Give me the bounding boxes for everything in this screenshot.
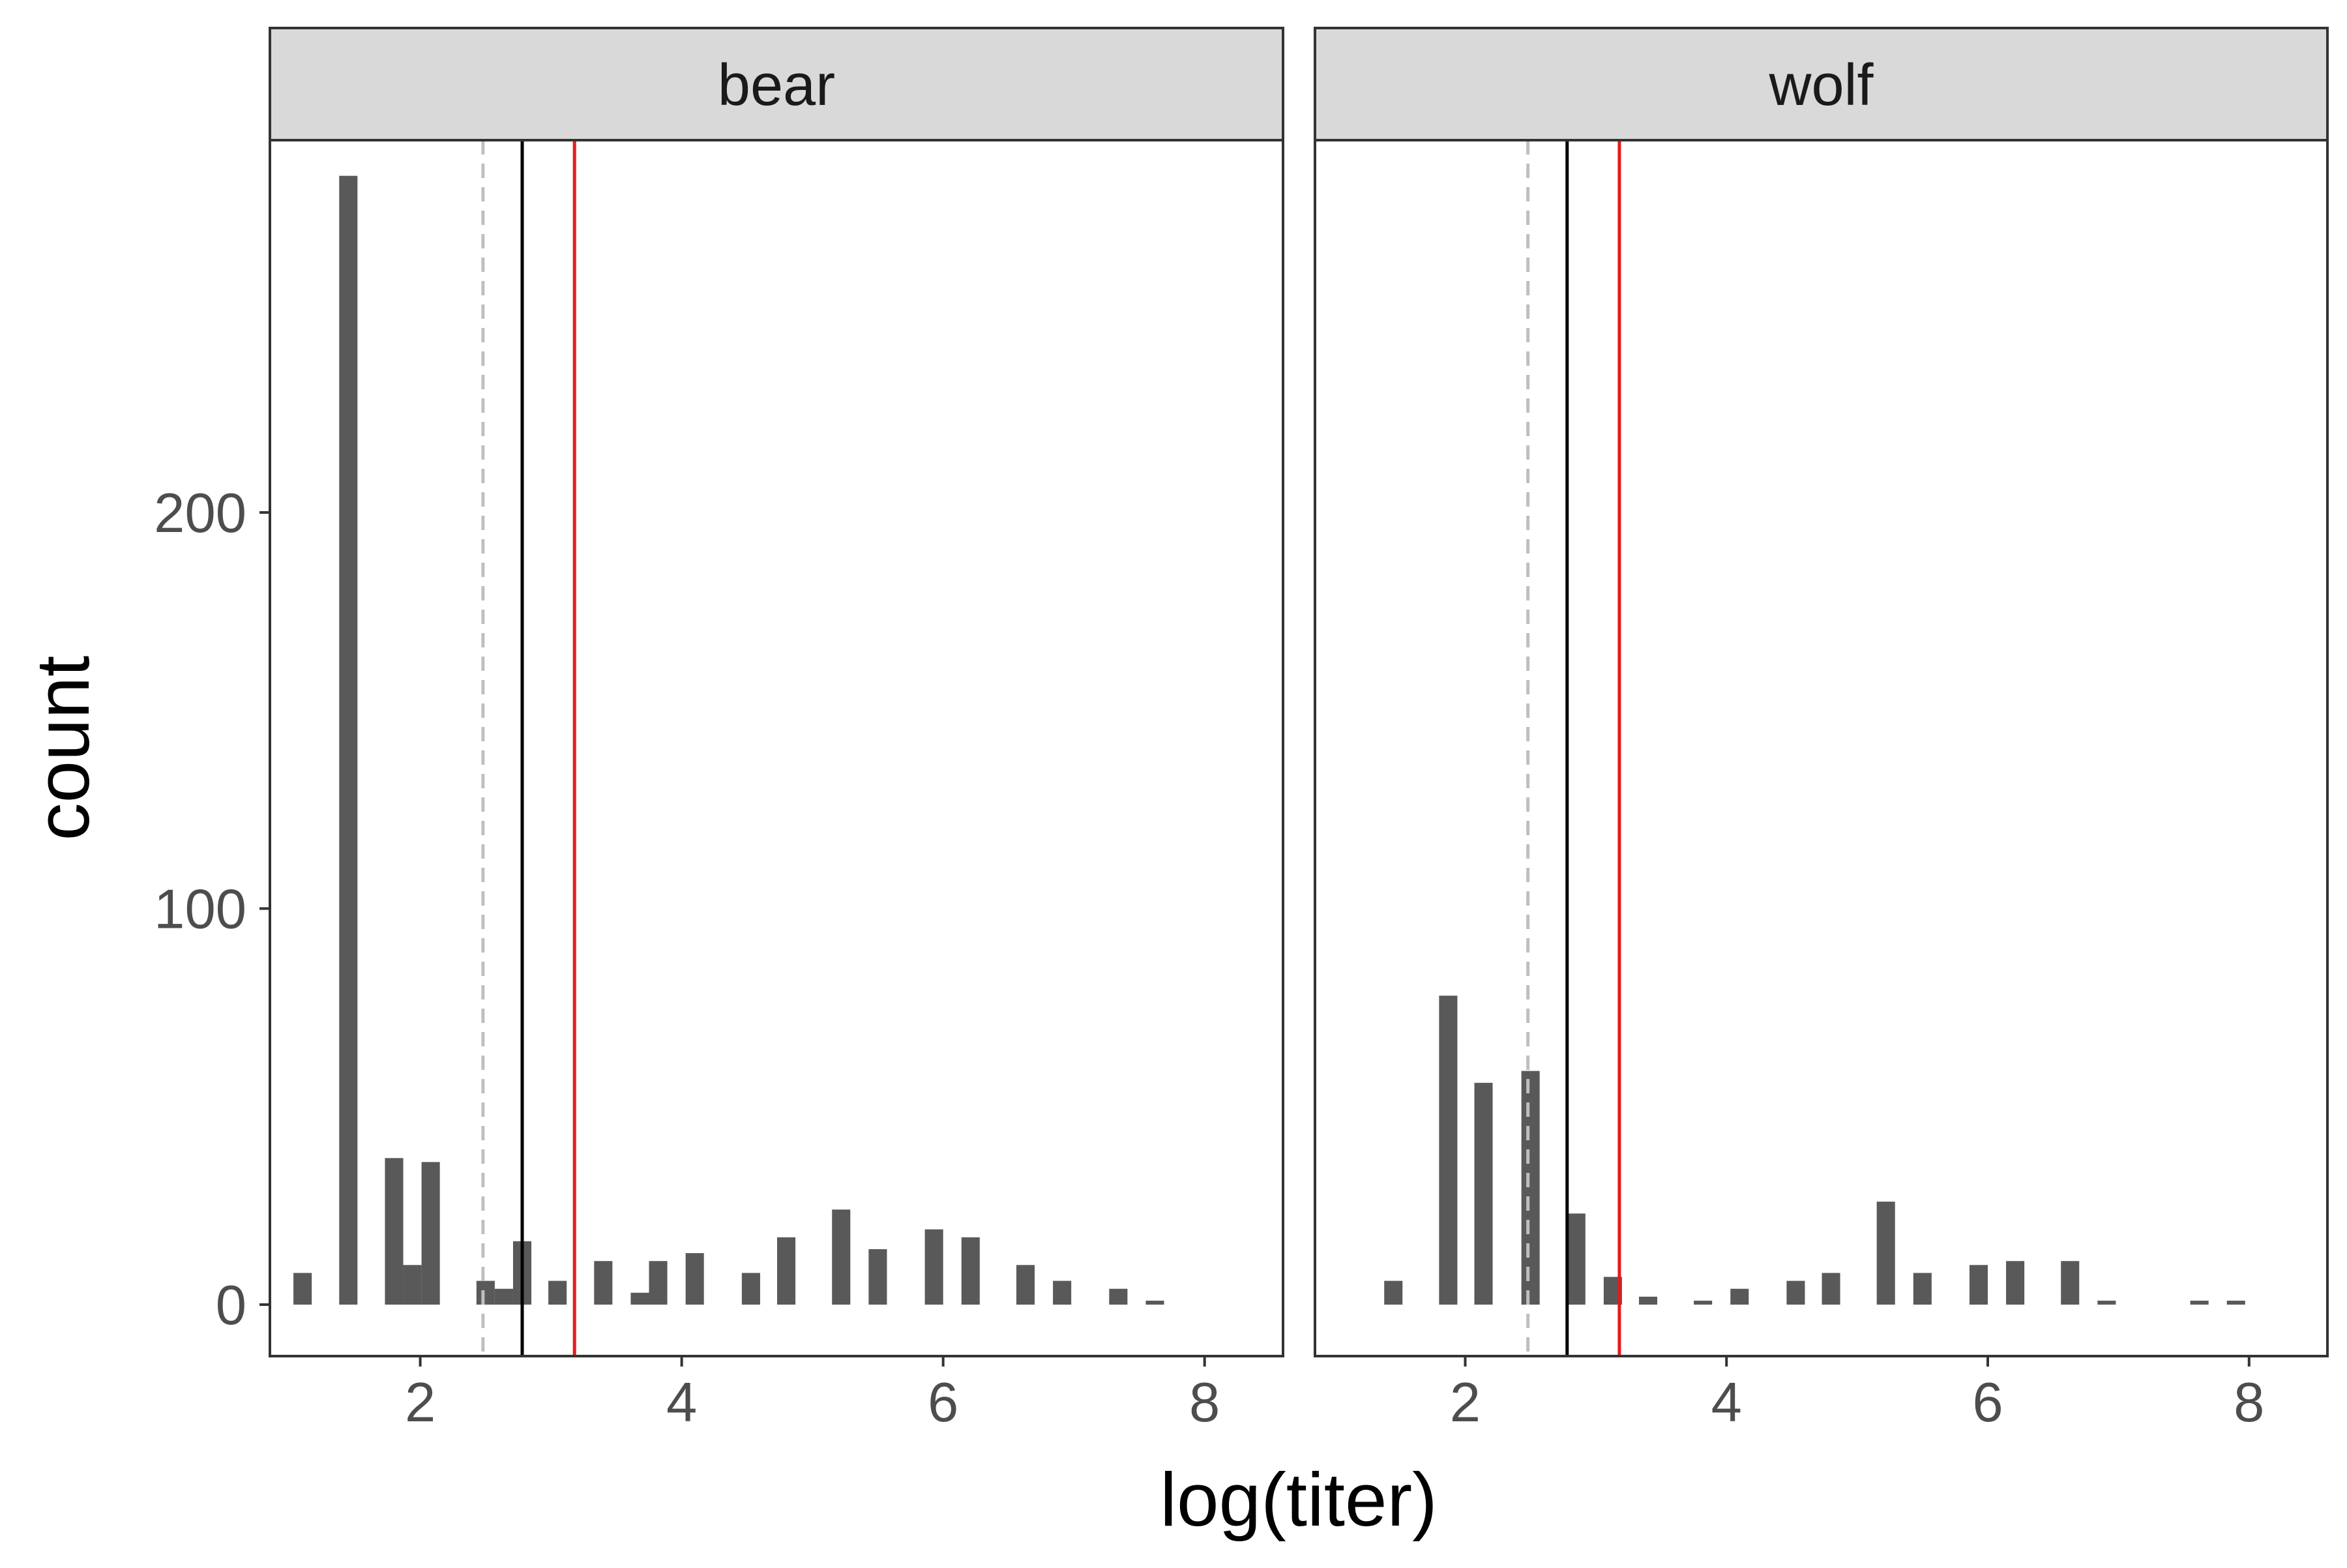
- histogram-bar-bear: [1053, 1280, 1072, 1305]
- histogram-bar-bear: [741, 1273, 760, 1305]
- facet-label-bear: bear: [718, 53, 835, 118]
- histogram-bar-bear: [293, 1273, 312, 1305]
- histogram-bar-bear: [494, 1288, 513, 1305]
- histogram-bar-wolf: [2097, 1300, 2116, 1305]
- histogram-bar-wolf: [1474, 1082, 1493, 1305]
- histogram-bar-wolf: [2226, 1300, 2245, 1305]
- y-axis-title: count: [20, 656, 105, 841]
- histogram-bar-wolf: [1567, 1213, 1586, 1305]
- histogram-bar-bear: [685, 1253, 704, 1305]
- histogram-bar-wolf: [1786, 1280, 1805, 1305]
- histogram-bar-wolf: [1439, 996, 1458, 1305]
- histogram-bar-bear: [924, 1229, 943, 1305]
- panel-border-wolf: [1314, 139, 2329, 1357]
- histogram-bar-bear: [594, 1261, 613, 1305]
- panel-border-bear: [269, 139, 1284, 1357]
- histogram-bar-bear: [777, 1237, 796, 1305]
- histogram-bar-wolf: [1876, 1202, 1895, 1305]
- histogram-bar-wolf: [1694, 1300, 1713, 1305]
- histogram-bar-wolf: [1384, 1280, 1403, 1305]
- x-axis-title: log(titer): [1160, 1457, 1437, 1542]
- histogram-bar-bear: [649, 1261, 668, 1305]
- facet-strip-wolf: [1314, 27, 2329, 141]
- facet-strip-bear: [269, 27, 1284, 141]
- histogram-bar-wolf: [1822, 1273, 1840, 1305]
- panel-background-wolf: [1315, 140, 2327, 1356]
- histogram-bar-bear: [832, 1209, 851, 1305]
- histogram-bar-wolf: [1521, 1071, 1540, 1305]
- histogram-bar-wolf: [1730, 1288, 1749, 1305]
- x-tick-label-bear: 8: [1189, 1372, 1220, 1434]
- histogram-bar-bear: [630, 1292, 649, 1305]
- y-tick-label: 0: [216, 1275, 246, 1337]
- y-tick-label: 100: [154, 879, 246, 941]
- x-tick-label-bear: 4: [666, 1372, 697, 1434]
- histogram-bar-wolf: [1969, 1265, 1988, 1305]
- histogram-bar-bear: [421, 1162, 440, 1305]
- y-tick-label: 200: [154, 482, 246, 544]
- x-tick-label-wolf: 8: [2234, 1372, 2264, 1434]
- x-tick-label-wolf: 2: [1450, 1372, 1481, 1434]
- histogram-bar-bear: [339, 175, 358, 1305]
- panel-background-bear: [270, 140, 1283, 1356]
- x-tick-label-wolf: 4: [1711, 1372, 1742, 1434]
- histogram-bar-bear: [1145, 1300, 1164, 1305]
- histogram-bar-wolf: [1638, 1296, 1658, 1305]
- histogram-bar-bear: [385, 1158, 404, 1305]
- x-tick-label-bear: 6: [928, 1372, 958, 1434]
- x-tick-label-bear: 2: [405, 1372, 435, 1434]
- histogram-bar-wolf: [2190, 1300, 2209, 1305]
- histogram-bar-wolf: [2061, 1261, 2080, 1305]
- x-tick-label-wolf: 6: [1972, 1372, 2003, 1434]
- histogram-bar-bear: [476, 1280, 495, 1305]
- histogram-bar-bear: [403, 1265, 422, 1305]
- facet-label-wolf: wolf: [1768, 53, 1874, 118]
- histogram-bar-bear: [1016, 1265, 1035, 1305]
- histogram-bar-wolf: [1913, 1273, 1932, 1305]
- histogram-bar-wolf: [2006, 1261, 2025, 1305]
- histogram-bar-bear: [961, 1237, 980, 1305]
- histogram-bar-bear: [868, 1249, 887, 1305]
- histogram-bar-bear: [548, 1280, 567, 1305]
- histogram-bar-bear: [1109, 1288, 1128, 1305]
